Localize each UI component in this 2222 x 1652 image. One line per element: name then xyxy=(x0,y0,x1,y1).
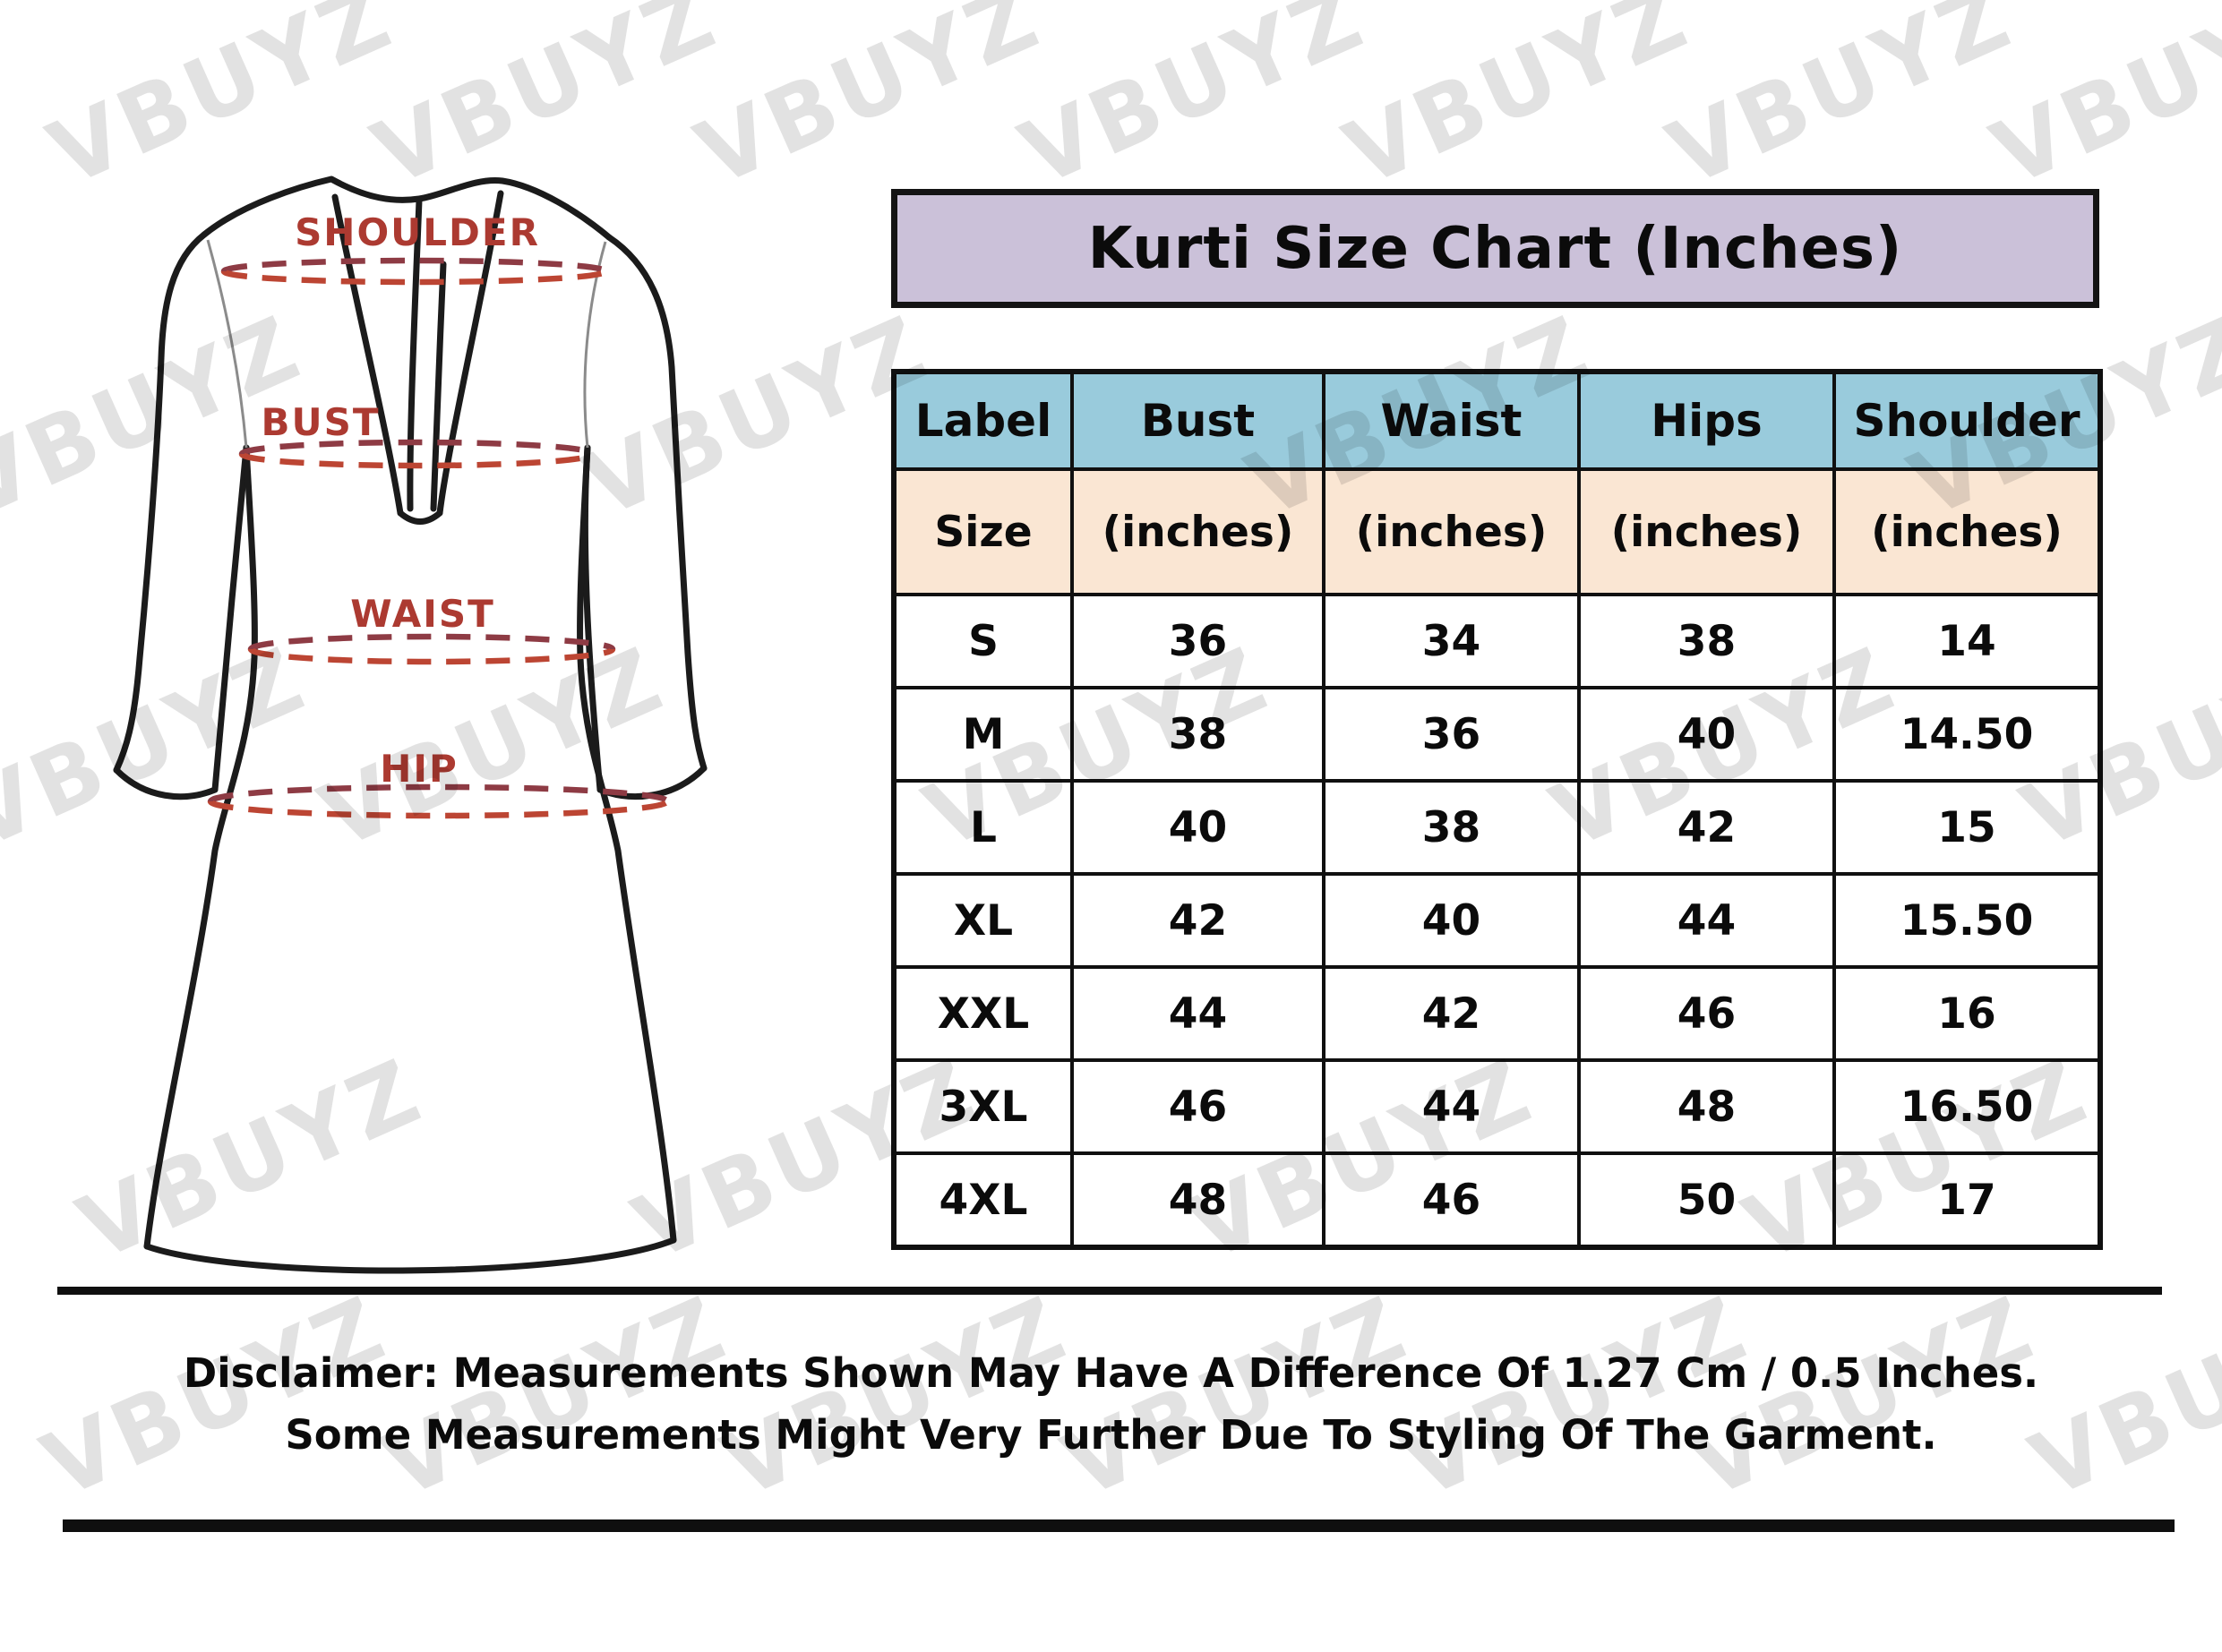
value-cell: 40 xyxy=(1577,686,1836,783)
subheader-cell: (inches) xyxy=(1322,467,1581,596)
table-header-row: Label Bust Waist Hips Shoulder xyxy=(892,370,2102,471)
value-cell: 14 xyxy=(1832,593,2102,689)
value-cell: 38 xyxy=(1070,686,1325,783)
table-row: 4XL 48 46 50 17 xyxy=(892,1151,2102,1249)
size-cell: L xyxy=(892,779,1074,876)
body-left-seam xyxy=(143,444,258,1250)
header-cell-shoulder: Shoulder xyxy=(1832,370,2102,471)
value-cell: 15 xyxy=(1832,779,2102,876)
neckline-slit-outer-right xyxy=(436,190,504,517)
bust-dash-line xyxy=(238,439,596,456)
value-cell: 14.50 xyxy=(1832,686,2102,783)
table-subheader-row: Size (inches) (inches) (inches) (inches) xyxy=(892,467,2102,596)
value-cell: 36 xyxy=(1070,593,1325,689)
table-row: 3XL 46 44 48 16.50 xyxy=(892,1058,2102,1155)
size-cell: 3XL xyxy=(892,1058,1074,1155)
right-sleeve-outer xyxy=(605,234,708,772)
value-cell: 46 xyxy=(1577,965,1836,1062)
value-cell: 46 xyxy=(1322,1151,1581,1249)
title-banner: Kurti Size Chart (Inches) xyxy=(891,189,2099,308)
size-cell: XXL xyxy=(892,965,1074,1062)
subheader-cell: Size xyxy=(892,467,1074,596)
header-cell-hips: Hips xyxy=(1577,370,1836,471)
disclaimer-line-2: Some Measurements Might Very Further Due… xyxy=(285,1411,1937,1459)
subheader-cell: (inches) xyxy=(1577,467,1836,596)
disclaimer: Disclaimer: Measurements Shown May Have … xyxy=(0,1342,2222,1466)
left-sleeve-outer xyxy=(113,231,208,774)
header-cell-waist: Waist xyxy=(1322,370,1581,471)
size-cell: M xyxy=(892,686,1074,783)
table-row: XL 42 40 44 15.50 xyxy=(892,872,2102,969)
size-cell: S xyxy=(892,593,1074,689)
table-row: M 38 36 40 14.50 xyxy=(892,686,2102,783)
neckline-slit-bottom xyxy=(397,509,443,525)
value-cell: 38 xyxy=(1322,779,1581,876)
page-title: Kurti Size Chart (Inches) xyxy=(1087,215,1903,282)
value-cell: 44 xyxy=(1577,872,1836,969)
watermark-text: VBUYZ xyxy=(1653,0,2028,207)
size-cell: 4XL xyxy=(892,1151,1074,1249)
waist-label: WAIST xyxy=(350,592,494,636)
value-cell: 50 xyxy=(1577,1151,1836,1249)
hip-label: HIP xyxy=(380,747,459,791)
value-cell: 16.50 xyxy=(1832,1058,2102,1155)
neckline-slit-inner-left xyxy=(407,197,423,512)
table-row: S 36 34 38 14 xyxy=(892,593,2102,689)
table-row: L 40 38 42 15 xyxy=(892,779,2102,876)
divider-bottom xyxy=(63,1519,2175,1532)
neckline-slit-inner-right xyxy=(430,261,447,512)
value-cell: 40 xyxy=(1322,872,1581,969)
kurti-diagram: SHOULDER BUST WAIST HIP xyxy=(113,175,708,1274)
value-cell: 40 xyxy=(1070,779,1325,876)
disclaimer-line-1: Disclaimer: Measurements Shown May Have … xyxy=(183,1349,2039,1397)
neckline-slit-outer-left xyxy=(331,193,404,517)
waist-dash-line xyxy=(247,633,616,651)
value-cell: 36 xyxy=(1322,686,1581,783)
value-cell: 34 xyxy=(1322,593,1581,689)
subheader-cell: (inches) xyxy=(1070,467,1325,596)
value-cell: 17 xyxy=(1832,1151,2102,1249)
waist-dash-line xyxy=(247,647,616,665)
shoulder-dash-line xyxy=(220,257,609,274)
value-cell: 46 xyxy=(1070,1058,1325,1155)
hem-line xyxy=(143,1237,677,1274)
shoulder-dash-line xyxy=(220,269,609,286)
watermark-text: VBUYZ xyxy=(1006,0,1380,207)
size-cell: XL xyxy=(892,872,1074,969)
value-cell: 15.50 xyxy=(1832,872,2102,969)
bust-label: BUST xyxy=(261,400,380,444)
left-sleeve-inner xyxy=(211,444,250,793)
table-row: XXL 44 42 46 16 xyxy=(892,965,2102,1062)
left-armhole-seam xyxy=(206,239,248,449)
header-cell-label: Label xyxy=(892,370,1074,471)
value-cell: 38 xyxy=(1577,593,1836,689)
divider-top xyxy=(57,1287,2162,1295)
value-cell: 42 xyxy=(1577,779,1836,876)
shoulder-label: SHOULDER xyxy=(295,210,540,254)
header-cell-bust: Bust xyxy=(1070,370,1325,471)
size-table: Label Bust Waist Hips Shoulder Size (inc… xyxy=(891,369,2103,1250)
bust-dash-line xyxy=(238,452,596,469)
value-cell: 48 xyxy=(1577,1058,1836,1155)
value-cell: 42 xyxy=(1322,965,1581,1062)
left-sleeve-cuff xyxy=(113,766,219,800)
value-cell: 48 xyxy=(1070,1151,1325,1249)
value-cell: 42 xyxy=(1070,872,1325,969)
value-cell: 44 xyxy=(1070,965,1325,1062)
subheader-cell: (inches) xyxy=(1832,467,2102,596)
value-cell: 44 xyxy=(1322,1058,1581,1155)
body-right-seam xyxy=(577,444,677,1244)
watermark-text: VBUYZ xyxy=(682,0,1056,207)
value-cell: 16 xyxy=(1832,965,2102,1062)
watermark-text: VBUYZ xyxy=(1330,0,1704,207)
